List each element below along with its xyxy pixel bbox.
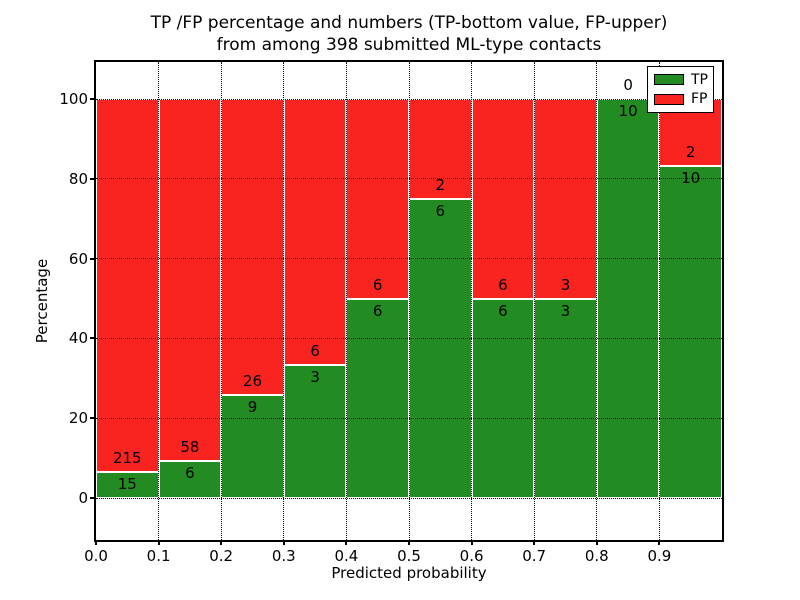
y-tick-mark xyxy=(90,98,96,100)
legend-label-tp: TP xyxy=(691,71,708,88)
chart-title: TP /FP percentage and numbers (TP-bottom… xyxy=(96,12,722,56)
fp-count-label: 6 xyxy=(372,275,383,294)
y-tick-mark xyxy=(90,177,96,180)
bar-segment-tp xyxy=(346,298,409,498)
bar-segment-tp xyxy=(96,472,159,498)
y-tick-label: 40 xyxy=(68,329,88,348)
fp-count-label: 0 xyxy=(623,76,633,94)
chart-title-line2: from among 398 submitted ML-type contact… xyxy=(216,35,602,55)
bar-segment-tp xyxy=(659,165,722,498)
y-tick-mark xyxy=(90,337,96,340)
fp-count-label: 6 xyxy=(310,342,320,360)
chart-title-line1: TP /FP percentage and numbers (TP-bottom… xyxy=(150,13,668,33)
y-tick-label: 20 xyxy=(68,409,88,428)
bar-segment-fp xyxy=(346,99,409,299)
tp-count-label: 3 xyxy=(560,301,571,320)
legend: TP FP xyxy=(647,66,714,113)
x-tick-mark xyxy=(282,540,285,545)
x-tick-label: 0.2 xyxy=(209,547,234,565)
tp-count-label: 15 xyxy=(117,475,137,493)
tp-count-label: 6 xyxy=(372,301,383,320)
x-tick-mark xyxy=(408,540,410,545)
x-tick-mark xyxy=(157,540,160,545)
y-tick-label: 100 xyxy=(59,90,88,108)
y-tick-mark xyxy=(90,497,96,499)
bar-segment-tp xyxy=(596,99,660,498)
fp-count-label: 3 xyxy=(560,275,571,294)
x-tick-mark xyxy=(658,540,661,545)
legend-label-fp: FP xyxy=(691,91,708,108)
x-tick-mark xyxy=(345,540,348,545)
legend-swatch-fp xyxy=(654,93,684,105)
y-tick-label: 80 xyxy=(68,169,88,188)
x-tick-mark xyxy=(470,540,473,545)
x-tick-label: 0.7 xyxy=(522,547,547,565)
fp-count-label: 215 xyxy=(112,449,142,467)
fp-count-label: 6 xyxy=(498,275,508,294)
fp-count-label: 26 xyxy=(242,372,263,391)
fp-count-label: 2 xyxy=(685,142,696,161)
x-tick-label: 0.6 xyxy=(459,547,484,565)
y-axis-label: Percentage xyxy=(33,258,51,344)
bars-layer xyxy=(96,62,722,540)
x-tick-mark xyxy=(220,540,223,545)
x-tick-label: 0.1 xyxy=(146,547,171,565)
bar-segment-fp xyxy=(471,99,535,299)
tp-count-label: 10 xyxy=(618,102,638,120)
x-tick-label: 0.5 xyxy=(397,547,421,565)
x-tick-mark xyxy=(533,540,536,545)
y-tick-label: 0 xyxy=(78,489,88,507)
y-tick-mark xyxy=(90,417,96,420)
x-tick-mark xyxy=(595,540,598,545)
legend-swatch-tp xyxy=(654,74,684,86)
bar-segment-tp xyxy=(158,460,222,498)
x-tick-mark xyxy=(95,540,97,545)
bar-value-labels-layer: 215 15 58 6 26 9 6 3 6 6 2 6 6 6 3 3 0 10 2 10 xyxy=(96,62,722,540)
tp-count-label: 10 xyxy=(681,168,701,187)
x-tick-label: 0.0 xyxy=(84,547,108,565)
tp-count-label: 6 xyxy=(185,463,195,482)
tp-count-label: 3 xyxy=(310,368,320,386)
bar-segment-fp xyxy=(409,99,472,199)
x-tick-label: 0.3 xyxy=(271,547,296,565)
fp-count-label: 58 xyxy=(180,437,200,456)
tp-count-label: 6 xyxy=(435,201,446,220)
x-tick-label: 0.9 xyxy=(647,547,672,565)
fp-count-label: 2 xyxy=(435,175,446,194)
x-axis-label: Predicted probability xyxy=(331,564,487,582)
y-tick-label: 60 xyxy=(68,249,88,268)
legend-entry: TP xyxy=(654,71,708,88)
tp-count-label: 9 xyxy=(247,398,258,417)
y-tick-mark xyxy=(90,257,96,260)
x-tick-label: 0.4 xyxy=(334,547,359,565)
bar-segment-fp xyxy=(96,99,159,472)
tp-count-label: 6 xyxy=(498,301,508,320)
bar-segment-tp xyxy=(534,298,597,498)
x-tick-label: 0.8 xyxy=(584,547,609,565)
legend-entry: FP xyxy=(654,91,708,108)
